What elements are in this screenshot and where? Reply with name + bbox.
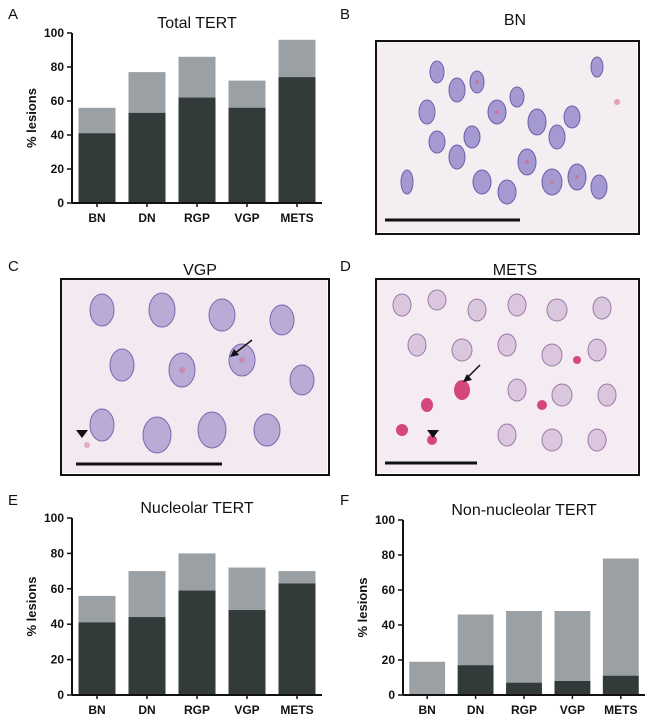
bar-dark-dn <box>457 665 494 695</box>
x-tick-label-mets: METS <box>280 703 313 717</box>
y-tick-label: 100 <box>44 511 64 525</box>
micrograph-d <box>375 278 640 476</box>
micrograph-b-title: BN <box>503 12 527 29</box>
bar-dark-dn <box>128 617 166 695</box>
x-tick-label-bn: BN <box>419 703 436 717</box>
y-tick-label: 100 <box>375 513 395 527</box>
y-tick-label: 0 <box>388 688 395 702</box>
panel-label-f: F <box>340 492 350 509</box>
x-tick-label-mets: METS <box>604 703 637 717</box>
x-tick-label-dn: DN <box>138 703 155 717</box>
panel-label-a: A <box>8 6 19 23</box>
y-tick-label: 80 <box>382 548 396 562</box>
panel-label-b: B <box>340 6 351 23</box>
y-axis-label: % lesions <box>355 578 370 638</box>
x-tick-label-vgp: VGP <box>560 703 585 717</box>
micrograph-d-title: METS <box>492 262 538 279</box>
x-tick-label-mets: METS <box>280 211 313 225</box>
x-tick-label-vgp: VGP <box>234 211 259 225</box>
y-tick-label: 80 <box>51 546 65 560</box>
x-tick-label-dn: DN <box>467 703 484 717</box>
bar-dark-bn <box>78 133 116 203</box>
x-tick-label-bn: BN <box>88 211 105 225</box>
x-tick-label-rgp: RGP <box>511 703 537 717</box>
bar-dark-mets <box>278 583 316 695</box>
x-tick-label-dn: DN <box>138 211 155 225</box>
micrograph-b <box>375 40 640 235</box>
micrograph-b-image <box>377 42 637 232</box>
y-tick-label: 0 <box>57 196 64 210</box>
y-tick-label: 20 <box>51 162 65 176</box>
panel-label-d: D <box>340 258 351 275</box>
y-tick-label: 20 <box>51 653 65 667</box>
y-tick-label: 40 <box>382 618 396 632</box>
bar-dark-bn <box>78 622 116 695</box>
bar-dark-rgp <box>178 590 216 695</box>
y-axis-label: % lesions <box>24 577 39 637</box>
x-tick-label-vgp: VGP <box>234 703 259 717</box>
y-tick-label: 80 <box>51 60 65 74</box>
bar-dark-rgp <box>178 97 216 203</box>
bar-dark-vgp <box>554 681 591 695</box>
y-axis-label: % lesions <box>24 88 39 148</box>
chart-title: Non-nucleolar TERT <box>451 502 596 519</box>
x-tick-label-bn: BN <box>88 703 105 717</box>
bar-dark-mets <box>602 675 639 695</box>
chart-title: Nucleolar TERT <box>140 500 253 517</box>
y-tick-label: 100 <box>44 26 64 40</box>
bar-dark-vgp <box>228 610 266 695</box>
bar-dark-dn <box>128 112 166 203</box>
micrograph-c <box>60 278 330 476</box>
chart-title: Total TERT <box>157 15 237 32</box>
bar-dark-mets <box>278 77 316 203</box>
micrograph-d-image <box>377 280 637 473</box>
y-tick-label: 40 <box>51 128 65 142</box>
panel-label-c: C <box>8 258 19 275</box>
bar-dark-rgp <box>506 682 542 695</box>
micrograph-c-title: VGP <box>183 262 217 279</box>
y-tick-label: 60 <box>51 94 65 108</box>
x-tick-label-rgp: RGP <box>184 211 210 225</box>
y-tick-label: 0 <box>57 688 64 702</box>
panel-label-e: E <box>8 492 19 509</box>
y-tick-label: 20 <box>382 653 396 667</box>
y-tick-label: 60 <box>51 582 65 596</box>
bar-dark-vgp <box>228 107 266 203</box>
x-tick-label-rgp: RGP <box>184 703 210 717</box>
y-tick-label: 60 <box>382 583 396 597</box>
bar-light-mets <box>602 558 639 695</box>
bar-light-rgp <box>506 611 542 695</box>
bar-light-bn <box>409 661 446 695</box>
micrograph-c-image <box>62 280 327 473</box>
y-tick-label: 40 <box>51 617 65 631</box>
